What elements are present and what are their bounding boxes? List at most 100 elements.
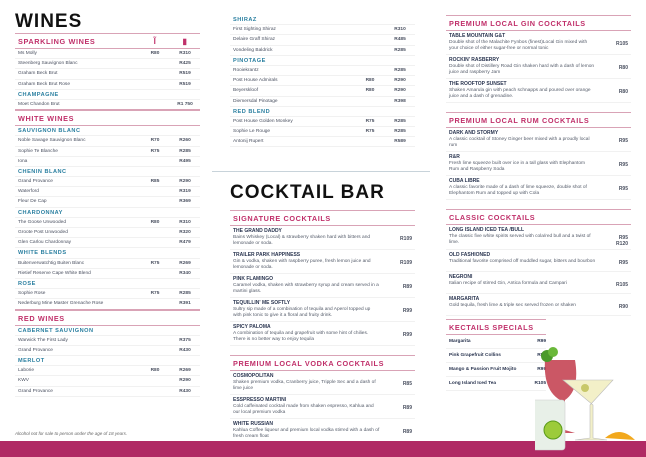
olive-garnish: [581, 384, 589, 392]
red-cocktail-glass: [544, 360, 577, 433]
cocktail-text: OLD FASHIONED Traditional favorite compri…: [449, 252, 600, 269]
cocktail-price: R89: [402, 405, 412, 411]
special-name: Margarita: [449, 339, 471, 344]
wine-row: KWV R290: [15, 376, 200, 387]
bottle-price: R290: [179, 179, 191, 185]
wine-row: Ms Molly R80 R310: [15, 49, 200, 60]
wine-row: Nederburg Mine Master Grenache Rose R391: [15, 299, 200, 310]
martini-glass: [562, 379, 614, 441]
bottle-price: R340: [179, 270, 191, 276]
wine-bottle-icon: ▮: [182, 37, 188, 46]
bottle-price: R398: [394, 98, 406, 104]
special-price: R105: [534, 381, 546, 386]
section-heading-label: PREMIUM LOCAL RUM COCKTAILS: [449, 116, 590, 125]
wine-row: Antonij Rupert R589: [230, 137, 415, 148]
glass-price: [140, 376, 170, 385]
wine-name: Rooiekrantz: [233, 67, 259, 73]
glass-price: [355, 46, 385, 55]
cocktail-name: OLD FASHIONED: [449, 252, 491, 258]
wine-name: Steenberg Sauvignon Blanc: [18, 61, 78, 67]
glass-price: [355, 137, 385, 146]
subheading-cabernet-sauvignon: CABERNET SAUVIGNON: [15, 326, 200, 336]
glass-price: R75: [150, 148, 160, 154]
section-heading-label: WHITE WINES: [18, 114, 75, 124]
wine-name: Waterford: [18, 189, 39, 195]
cocktail-price: R109: [400, 236, 412, 242]
cocktail-text: CUBA LIBRE A classic favorite made of a d…: [449, 178, 600, 197]
cocktail-description: Traditional favorite comprised off muddl…: [449, 259, 596, 264]
cocktail-price: R99: [402, 332, 412, 338]
wine-row: The Goose Unwooded R80 R310: [15, 218, 200, 228]
cocktail-text: LONG ISLAND ICED TEA /BULL The classic fi…: [449, 227, 600, 247]
cocktail-description: Double shot of the Malachite Fynbos (fin…: [449, 40, 588, 51]
subheading-merlot: MERLOT: [15, 356, 200, 367]
glass-price: [355, 25, 385, 34]
glass-price: [140, 269, 170, 278]
wine-glass-icon: Ĩ: [153, 37, 157, 46]
cocktail-price: R89: [402, 284, 412, 290]
glass-price: [140, 336, 170, 345]
age-disclaimer: Alcohol not for sale to person under the…: [15, 431, 128, 436]
bottle-price: R285: [394, 118, 406, 124]
wine-name: Sophie Le Rouge: [233, 129, 271, 135]
wine-name: First Sighting Shiraz: [233, 27, 276, 33]
bottle-price: R319: [179, 189, 191, 195]
cocktail-text: WHITE RUSSIAN Kahlua Coffee liqueur and p…: [233, 421, 384, 440]
wine-name: Diemersdal Pinotage: [233, 98, 278, 104]
cocktail-text: TRAILER PARK HAPPINESS Gin & vodka, shake…: [233, 252, 384, 271]
cocktail-description: Italian recipe of stirred Gin, Antica fo…: [449, 281, 567, 286]
wine-name: Sophie Te Blanche: [18, 148, 58, 154]
bottle-price: R310: [394, 27, 406, 33]
wine-name: Antonij Rupert: [233, 139, 264, 145]
bottle-price: R425: [179, 61, 191, 67]
wine-row: Graham Beck Brut R519: [15, 69, 200, 80]
bottle-price: R285: [179, 148, 191, 154]
bottle-price: R260: [179, 138, 191, 144]
bottle-price: R290: [394, 88, 406, 94]
wine-name: Iona: [18, 158, 28, 164]
section-heading-kectails-specials: KECTAILS SPECIALS: [446, 319, 546, 335]
wine-name: Beyerskloof: [233, 88, 259, 94]
wine-row: Sophie Le Rouge R75 R285: [230, 127, 415, 138]
bottle-price: R1 750: [177, 101, 193, 107]
bottle-price: R485: [394, 37, 406, 43]
cocktail-description: Kahlua Coffee liqueur and premium local …: [233, 428, 380, 439]
cocktail-text: PINK FLAMINGO Caramel vodka, shaken with …: [233, 276, 384, 295]
glass-price: [140, 80, 170, 89]
cocktail-name: THE ROOFTOP SUNSET: [449, 81, 507, 87]
cocktails-column: PREMIUM LOCAL GIN COCKTAILS TABLE MOUNTAI…: [446, 15, 631, 316]
cocktail-text: NEGRONI Italian recipe of stirred Gin, An…: [449, 274, 600, 291]
cocktail-description: Caramel vodka, shaken with strawberry sy…: [233, 283, 379, 294]
red-wines-continued-column: SHIRAZ First Sighting Shiraz R310 Delaire G…: [230, 15, 415, 148]
wine-name: Fleur De Cap: [18, 199, 47, 205]
cocktail-name: NEGRONI: [449, 274, 473, 280]
cocktail-item: PINK FLAMINGO Caramel vodka, shaken with …: [230, 274, 415, 298]
section-heading-label: CLASSIC COCKTAILS: [449, 213, 536, 222]
cocktail-item: OLD FASHIONED Traditional favorite compri…: [446, 250, 631, 272]
cocktail-name: WHITE RUSSIAN: [233, 421, 273, 427]
wine-row: Laborie R80 R269: [15, 366, 200, 377]
special-item: Mango & Passion Fruit Mojito R99: [446, 363, 546, 377]
cocktail-name: CUBA LIBRE: [449, 178, 480, 184]
wine-row: Moet Chandon Brut R1 750: [15, 100, 200, 111]
cocktail-bar-title: COCKTAIL BAR: [230, 182, 385, 203]
special-name: Long Island Iced Tea: [449, 381, 497, 386]
section-heading-sparkling-wines: SPARKLING WINES Ĩ ▮: [15, 33, 200, 49]
subheading-chenin-blanc: CHENIN BLANC: [15, 167, 200, 178]
cocktail-price: R105: [616, 41, 628, 47]
cocktail-item: WHITE RUSSIAN Kahlua Coffee liqueur and p…: [230, 419, 415, 443]
cocktail-name: TABLE MOUNTAIN G&T: [449, 33, 506, 39]
cocktail-price: R95: [618, 186, 628, 192]
glass-price: [355, 35, 385, 44]
wine-row: Groote Post Unwooded R320: [15, 228, 200, 239]
section-heading-label: PREMIUM LOCAL GIN COCKTAILS: [449, 19, 586, 28]
cocktail-name: PINK FLAMINGO: [233, 276, 273, 282]
wine-row: Rietief Reserve Cape White Blend R340: [15, 269, 200, 279]
spacer: [230, 346, 415, 355]
cocktail-text: ESSPRESSO MARTINI Cold caffeinated cockta…: [233, 397, 384, 416]
special-item: Long Island Iced Tea R105: [446, 377, 546, 391]
cocktails-illustration: [535, 347, 635, 451]
section-heading-label: SPARKLING WINES: [18, 37, 96, 46]
spacer: [446, 200, 631, 209]
bottle-price: R285: [394, 129, 406, 135]
